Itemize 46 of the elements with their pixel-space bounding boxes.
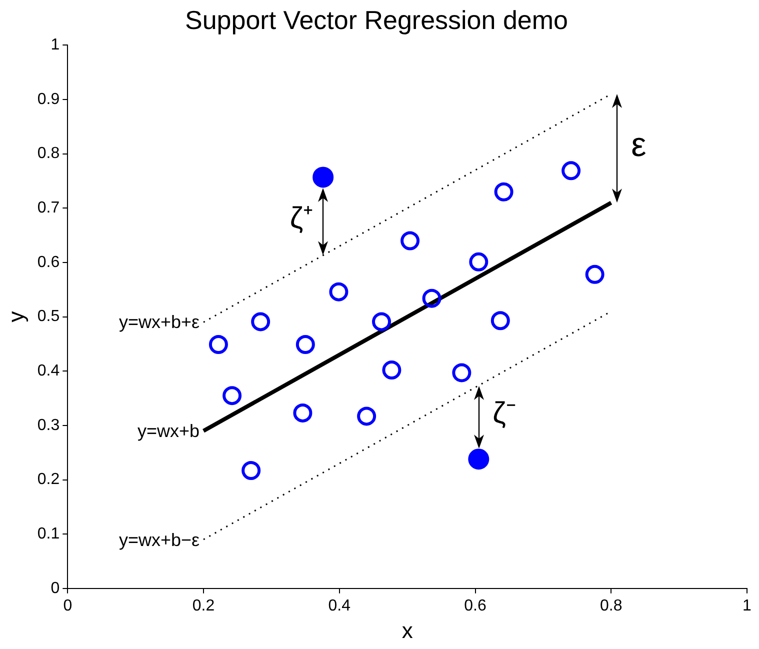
annotation: ε [631, 126, 646, 164]
y-tick-label: 0.9 [37, 90, 60, 108]
annotation: y=wx+b [137, 420, 200, 442]
point [494, 182, 514, 202]
x-axis-title: x [402, 618, 413, 643]
point [242, 461, 261, 480]
y-tick-label: 0 [50, 580, 60, 597]
y-tick-label: 0.3 [37, 416, 60, 434]
point [400, 231, 420, 250]
chart-title: Support Vector Regression demo [185, 4, 568, 35]
x-tick-label: 0.2 [192, 597, 215, 614]
y-tick-label: 0.1 [37, 525, 60, 542]
point [490, 311, 510, 330]
y-tick-label: 0.7 [37, 200, 60, 217]
point [222, 386, 242, 406]
point [251, 312, 270, 332]
x-tick-label: 0.8 [600, 597, 622, 614]
point [452, 363, 472, 382]
point [468, 448, 490, 470]
point [382, 360, 402, 380]
point [585, 264, 604, 284]
y-tick-label: 1 [50, 36, 60, 54]
y-tick-label: 0.6 [37, 254, 60, 271]
point [357, 406, 376, 426]
point [329, 282, 348, 302]
annotation: y=wx+b−ε [118, 528, 200, 550]
point [293, 403, 312, 422]
point [422, 288, 442, 308]
y-tick-label: 0.2 [37, 471, 60, 488]
annotation: ζ⁺ [290, 202, 314, 235]
point [312, 166, 334, 188]
annotation: ζ⁻ [492, 396, 516, 430]
x-tick-label: 1 [742, 597, 752, 614]
annotation: y=wx+b+ε [118, 311, 200, 334]
point [562, 161, 581, 180]
x-tick-label: 0.4 [328, 597, 351, 614]
y-tick-label: 0.8 [37, 145, 60, 162]
y-axis-title: y [3, 311, 28, 322]
point [469, 252, 488, 272]
point [296, 335, 315, 354]
y-tick-label: 0.5 [37, 308, 60, 326]
point [372, 312, 392, 332]
x-tick-label: 0 [63, 597, 72, 614]
point [208, 335, 228, 354]
x-tick-label: 0.6 [464, 597, 486, 614]
y-tick-label: 0.4 [37, 362, 60, 380]
